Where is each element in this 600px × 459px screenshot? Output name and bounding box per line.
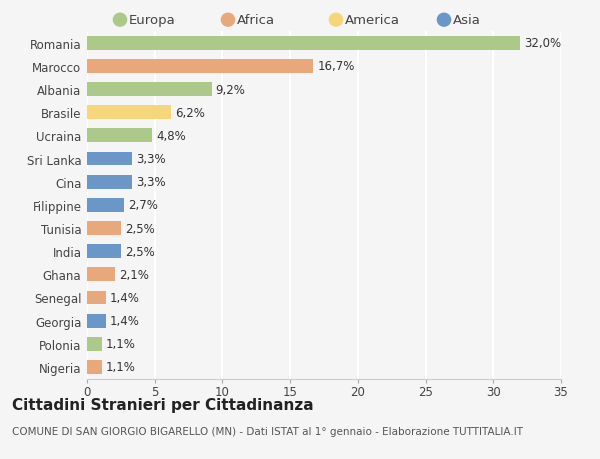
Text: 3,3%: 3,3% bbox=[136, 153, 166, 166]
Text: 3,3%: 3,3% bbox=[136, 176, 166, 189]
Bar bbox=[87, 314, 106, 328]
Bar bbox=[87, 152, 131, 166]
Text: America: America bbox=[344, 14, 400, 27]
Bar bbox=[87, 129, 152, 143]
Bar bbox=[87, 60, 313, 74]
Text: 1,4%: 1,4% bbox=[110, 291, 140, 304]
Bar bbox=[87, 360, 102, 374]
Text: 16,7%: 16,7% bbox=[317, 60, 355, 73]
Bar bbox=[87, 175, 131, 189]
Text: 4,8%: 4,8% bbox=[156, 129, 186, 143]
Text: 32,0%: 32,0% bbox=[524, 37, 562, 50]
Text: 9,2%: 9,2% bbox=[215, 84, 245, 96]
Bar bbox=[87, 291, 106, 305]
Text: Asia: Asia bbox=[452, 14, 480, 27]
Bar bbox=[87, 222, 121, 235]
Text: Africa: Africa bbox=[236, 14, 275, 27]
Bar bbox=[87, 245, 121, 258]
Text: Cittadini Stranieri per Cittadinanza: Cittadini Stranieri per Cittadinanza bbox=[12, 397, 314, 412]
Text: 2,1%: 2,1% bbox=[119, 268, 149, 281]
Bar bbox=[87, 37, 520, 50]
Text: 2,7%: 2,7% bbox=[128, 199, 158, 212]
Text: 1,1%: 1,1% bbox=[106, 337, 136, 351]
Text: 2,5%: 2,5% bbox=[125, 222, 155, 235]
Bar bbox=[87, 337, 102, 351]
Bar bbox=[87, 83, 212, 97]
Text: Europa: Europa bbox=[128, 14, 175, 27]
Text: 6,2%: 6,2% bbox=[175, 106, 205, 119]
Bar bbox=[87, 198, 124, 213]
Text: COMUNE DI SAN GIORGIO BIGARELLO (MN) - Dati ISTAT al 1° gennaio - Elaborazione T: COMUNE DI SAN GIORGIO BIGARELLO (MN) - D… bbox=[12, 426, 523, 436]
Text: 1,4%: 1,4% bbox=[110, 314, 140, 327]
Bar bbox=[87, 106, 171, 120]
Text: 2,5%: 2,5% bbox=[125, 245, 155, 258]
Text: 1,1%: 1,1% bbox=[106, 361, 136, 374]
Bar bbox=[87, 268, 115, 282]
